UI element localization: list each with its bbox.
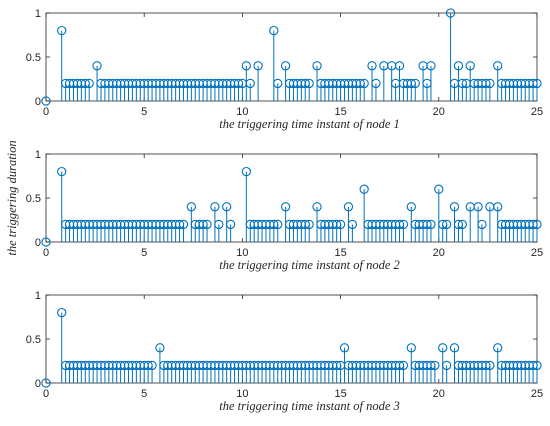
x-tick-label: 5 <box>141 247 147 259</box>
x-tick-label: 0 <box>43 388 49 400</box>
x-tick-label: 25 <box>531 106 543 118</box>
x-tick-label: 5 <box>141 388 147 400</box>
y-tick-label: 0 <box>35 96 41 108</box>
x-tick-label: 0 <box>43 106 49 118</box>
y-tick-label: 1 <box>35 149 41 161</box>
y-tick-label: 0 <box>35 378 41 390</box>
x-tick-label: 25 <box>531 247 543 259</box>
x-axis-label: the triggering time instant of node 2 <box>219 258 400 272</box>
x-tick-label: 20 <box>433 106 445 118</box>
x-tick-label: 25 <box>531 388 543 400</box>
y-tick-label: 0.5 <box>26 52 41 64</box>
x-axis-label: the triggering time instant of node 3 <box>219 399 400 413</box>
y-tick-label: 1 <box>35 8 41 20</box>
x-tick-label: 0 <box>43 247 49 259</box>
y-tick-label: 0.5 <box>26 193 41 205</box>
y-tick-label: 0 <box>35 237 41 249</box>
y-axis-label: the triggering duration <box>5 140 19 255</box>
x-tick-label: 20 <box>433 247 445 259</box>
x-tick-label: 5 <box>141 106 147 118</box>
y-tick-label: 0.5 <box>26 334 41 346</box>
x-tick-label: 20 <box>433 388 445 400</box>
x-axis-label: the triggering time instant of node 1 <box>219 117 400 131</box>
y-tick-label: 1 <box>35 290 41 302</box>
